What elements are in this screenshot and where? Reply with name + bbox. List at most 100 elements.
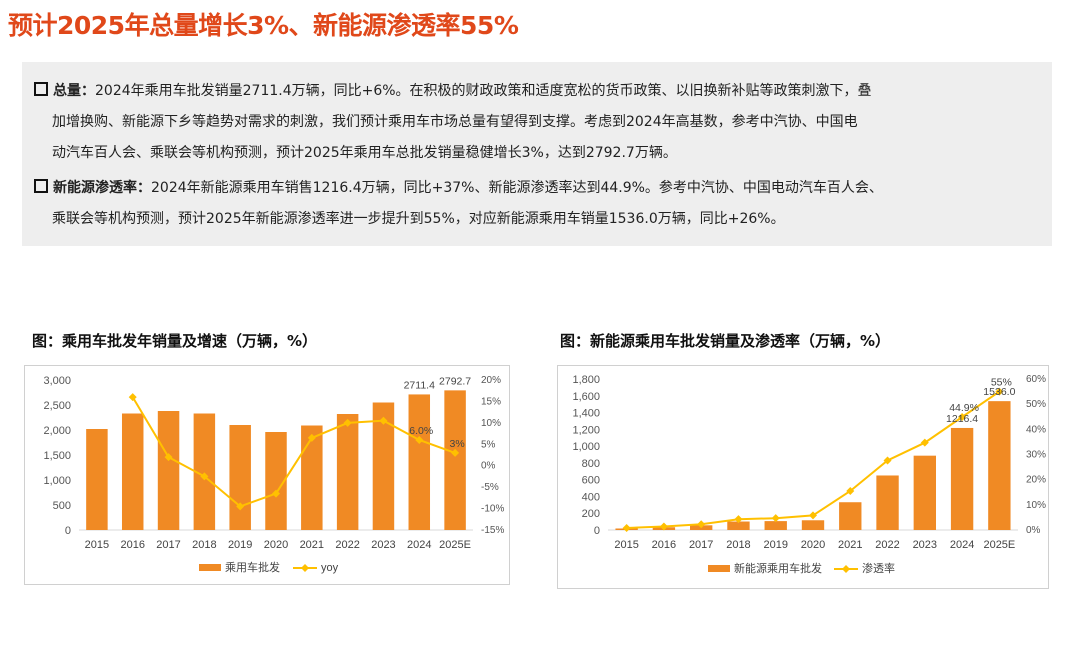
summary-paragraph-nev: 新能源渗透率：2024年新能源乘用车销售1216.4万辆，同比+37%、新能源渗… bbox=[34, 173, 1040, 235]
x-tick-label: 2024 bbox=[407, 539, 431, 551]
bar bbox=[408, 394, 431, 530]
bar bbox=[265, 432, 287, 530]
y2-tick-label: 5% bbox=[481, 439, 496, 450]
x-tick-label: 2016 bbox=[120, 539, 144, 551]
line-point bbox=[697, 520, 706, 529]
x-tick-label: 2020 bbox=[801, 539, 825, 551]
x-tick-label: 2021 bbox=[300, 539, 324, 551]
legend-marker bbox=[301, 564, 309, 572]
bar bbox=[372, 402, 395, 530]
line-point bbox=[622, 523, 631, 532]
bar bbox=[764, 521, 787, 530]
bar bbox=[876, 475, 899, 530]
page-title: 预计2025年总量增长3%、新能源渗透率55% bbox=[8, 11, 519, 40]
line-point bbox=[379, 416, 388, 425]
y-tick-label: 0 bbox=[594, 525, 600, 537]
summary-text-line: 2024年新能源乘用车销售1216.4万辆，同比+37%、新能源渗透率达到44.… bbox=[151, 180, 883, 196]
data-label: 3% bbox=[449, 438, 464, 450]
y-tick-label: 1,400 bbox=[572, 408, 600, 420]
y2-tick-label: 0% bbox=[1026, 525, 1041, 536]
bar bbox=[193, 413, 216, 530]
line-point bbox=[164, 453, 173, 462]
legend-label: yoy bbox=[321, 562, 339, 574]
bar bbox=[444, 390, 466, 530]
line-point bbox=[920, 438, 929, 447]
chart-title-total: 图：乘用车批发年销量及增速（万辆，%） bbox=[32, 332, 318, 350]
y2-tick-label: -15% bbox=[481, 525, 504, 536]
legend-label: 渗透率 bbox=[862, 561, 895, 575]
data-label: 55% bbox=[991, 377, 1012, 389]
y-tick-label: 800 bbox=[582, 458, 600, 470]
y-tick-label: 1,500 bbox=[43, 450, 71, 462]
summary-text-line: 乘联会等机构预测，预计2025年新能源渗透率进一步提升到55%，对应新能源乘用车… bbox=[52, 211, 785, 227]
x-tick-label: 2019 bbox=[228, 539, 252, 551]
chart-box-total: 0 500 1,000 1,500 2,000 2,500 3,000 -15% -10% -5%… bbox=[24, 365, 510, 585]
x-tick-label: 2017 bbox=[156, 539, 180, 551]
line-point bbox=[451, 448, 460, 457]
y-tick-label: 1,000 bbox=[43, 475, 71, 487]
line-point bbox=[200, 472, 209, 481]
x-tick-label: 2018 bbox=[726, 539, 750, 551]
line-point bbox=[236, 502, 245, 511]
y-tick-label: 400 bbox=[582, 491, 600, 503]
line-point bbox=[771, 514, 780, 523]
y2-tick-label: 40% bbox=[1026, 424, 1046, 435]
chart-box-nev: 0 200 400 600 800 1,000 1,200 1,400 1,600 1,800 0%… bbox=[557, 365, 1049, 589]
line-point bbox=[958, 413, 967, 422]
bar bbox=[301, 425, 323, 530]
x-tick-label: 2018 bbox=[192, 539, 216, 551]
summary-panel: 总量：2024年乘用车批发销量2711.4万辆，同比+6%。在积极的财政政策和适… bbox=[22, 62, 1052, 246]
y-tick-label: 0 bbox=[65, 525, 71, 537]
bar bbox=[86, 429, 108, 530]
series-line bbox=[626, 390, 1000, 529]
line-point bbox=[128, 393, 137, 402]
data-label: 6.0% bbox=[409, 425, 433, 437]
legend-label: 乘用车批发 bbox=[225, 560, 280, 574]
y2-tick-label: 50% bbox=[1026, 399, 1046, 410]
bar bbox=[229, 425, 251, 530]
line-point bbox=[883, 456, 892, 465]
data-label: 1216.4 bbox=[946, 413, 978, 425]
y-tick-label: 500 bbox=[53, 500, 71, 512]
y2-tick-label: 10% bbox=[1026, 500, 1046, 511]
x-tick-label: 2015 bbox=[614, 539, 638, 551]
y2-tick-label: 15% bbox=[481, 396, 501, 407]
y2-tick-label: -5% bbox=[481, 482, 499, 493]
x-tick-label: 2016 bbox=[652, 539, 676, 551]
bar bbox=[988, 401, 1011, 530]
checkbox-bullet-icon bbox=[34, 82, 48, 96]
line-point bbox=[272, 489, 280, 498]
summary-paragraph-total: 总量：2024年乘用车批发销量2711.4万辆，同比+6%。在积极的财政政策和适… bbox=[34, 76, 1040, 169]
x-tick-label: 2015 bbox=[85, 539, 109, 551]
summary-label-total: 总量： bbox=[53, 83, 95, 99]
line-point bbox=[659, 522, 668, 531]
x-tick-label: 2019 bbox=[763, 539, 787, 551]
line-point bbox=[307, 433, 316, 442]
data-label: 2792.7 bbox=[439, 375, 471, 387]
x-tick-label: 2024 bbox=[950, 539, 974, 551]
line-point bbox=[734, 515, 743, 524]
summary-text-line: 动汽车百人会、乘联会等机构预测，预计2025年乘用车总批发销量稳健增长3%，达到… bbox=[52, 145, 677, 161]
line-point bbox=[415, 436, 424, 444]
y-tick-label: 1,000 bbox=[572, 441, 600, 453]
y2-tick-label: 30% bbox=[1026, 450, 1046, 461]
line-point bbox=[995, 387, 1004, 396]
legend-label: 新能源乘用车批发 bbox=[734, 561, 822, 575]
x-tick-label: 2017 bbox=[689, 539, 713, 551]
x-tick-label: 2023 bbox=[913, 539, 937, 551]
bar bbox=[839, 502, 862, 530]
data-label: 1536.0 bbox=[983, 386, 1015, 398]
line-point bbox=[343, 418, 352, 427]
x-tick-label: 2020 bbox=[264, 539, 288, 551]
summary-text-line: 加增换购、新能源下乡等趋势对需求的刺激，我们预计乘用车市场总量有望得到支撑。考虑… bbox=[52, 114, 858, 130]
bar bbox=[336, 414, 359, 530]
bar bbox=[801, 520, 825, 530]
chart-nev-sales: 0 200 400 600 800 1,000 1,200 1,400 1,600 1,800 0%… bbox=[572, 374, 1046, 575]
y-tick-label: 2,000 bbox=[43, 425, 71, 437]
bar bbox=[121, 413, 144, 530]
y-tick-label: 2,500 bbox=[43, 400, 71, 412]
x-tick-label: 2022 bbox=[875, 539, 899, 551]
bar bbox=[913, 455, 936, 530]
y2-tick-label: 0% bbox=[481, 461, 496, 472]
summary-text-line: 2024年乘用车批发销量2711.4万辆，同比+6%。在积极的财政政策和适度宽松… bbox=[95, 83, 872, 99]
